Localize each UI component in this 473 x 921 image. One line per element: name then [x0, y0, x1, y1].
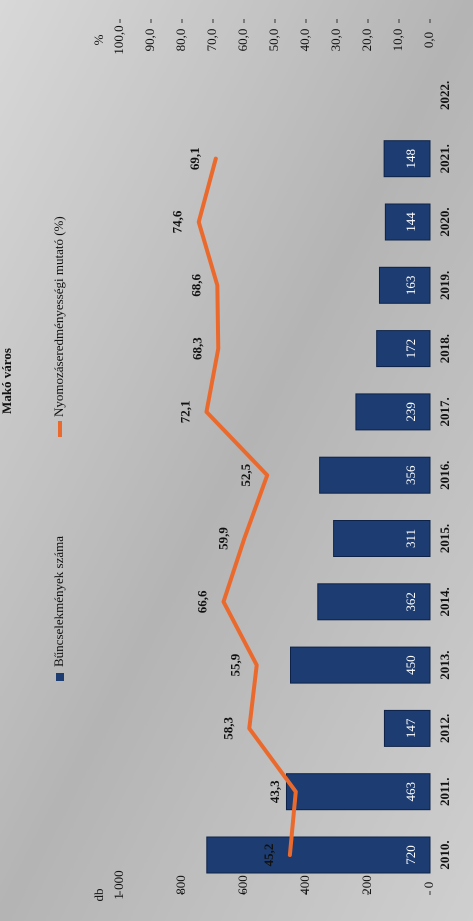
bar-value-label: 720	[403, 845, 418, 865]
bar-value-label: 311	[403, 529, 418, 548]
x-tick-label: 2019.	[437, 271, 452, 300]
x-tick-label: 2014.	[437, 587, 452, 616]
x-tick-label: 2013.	[437, 650, 452, 679]
bar	[355, 393, 431, 431]
bar	[383, 140, 431, 178]
line-value-label: 69,1	[187, 147, 202, 170]
bar-value-label: 144	[403, 212, 418, 232]
bar	[384, 203, 431, 241]
rotated-chart: Makó város db % 0 200 400 600 800 1 000 0,0 10,…	[0, 19, 452, 902]
y-axis-label: db	[91, 889, 106, 902]
x-tick-label: 2017.	[437, 397, 452, 426]
bar-value-label: 463	[403, 782, 418, 802]
y2-tick-label: 40,0	[297, 29, 312, 52]
y2-tick-label: 20,0	[359, 29, 374, 52]
bar-value-label: 163	[403, 276, 418, 296]
y2-tick-label: 60,0	[235, 29, 250, 52]
y-tick-label: 0	[421, 882, 436, 889]
bar	[206, 836, 431, 874]
line-value-label: 72,1	[177, 401, 192, 424]
line-value-label: 58,3	[220, 717, 235, 740]
bar	[319, 456, 431, 494]
x-tick-label: 2020.	[437, 207, 452, 236]
line	[196, 156, 298, 857]
bar-value-label: 450	[403, 655, 418, 675]
x-tick-label: 2010.	[437, 840, 452, 869]
y2-tick-label: 0,0	[421, 32, 436, 48]
y-tick-label: 800	[173, 875, 188, 895]
line-value-label: 68,6	[188, 273, 203, 296]
y-tick-label: 1 000	[111, 870, 126, 899]
line-value-label: 52,5	[238, 463, 253, 486]
bar-value-label: 148	[403, 149, 418, 169]
bar	[376, 330, 431, 368]
bar-value-label: 147	[403, 718, 418, 738]
y2-tick-label: 90,0	[142, 29, 157, 52]
line-value-label: 68,3	[189, 337, 204, 360]
legend-label: Nyomozáseredményességi mutató (%)	[51, 216, 66, 417]
bar-value-label: 172	[403, 339, 418, 359]
bar	[378, 266, 431, 304]
x-tick-label: 2016.	[437, 461, 452, 490]
legend-swatch	[56, 673, 64, 681]
x-tick-label: 2012.	[437, 714, 452, 743]
bar	[317, 583, 431, 621]
y-tick-label: 200	[359, 875, 374, 895]
line-value-label: 59,9	[215, 527, 230, 550]
y2-tick-label: 50,0	[266, 29, 281, 52]
bar	[285, 773, 431, 811]
x-tick-label: 2022.	[437, 81, 452, 110]
bar-value-label: 239	[403, 402, 418, 422]
x-tick-label: 2015.	[437, 524, 452, 553]
y2-tick-label: 80,0	[173, 29, 188, 52]
y2-tick-label: 100,0	[111, 25, 126, 54]
x-tick-label: 2021.	[437, 144, 452, 173]
line-value-label: 74,6	[170, 210, 185, 233]
x-tick-label: 2011.	[437, 777, 452, 806]
bar	[290, 646, 431, 684]
bar-value-label: 356	[403, 465, 418, 485]
bar	[383, 709, 431, 747]
y2-tick-label: 10,0	[390, 29, 405, 52]
y2-axis-label: %	[91, 34, 106, 45]
legend-label: Bűncselekmények száma	[51, 536, 66, 667]
line-value-label: 45,2	[261, 844, 276, 867]
y2-tick-label: 70,0	[204, 29, 219, 52]
y2-tick-label: 30,0	[328, 29, 343, 52]
line-value-label: 43,3	[267, 780, 282, 803]
y-tick-label: 400	[297, 875, 312, 895]
line-value-label: 55,9	[228, 653, 243, 676]
line-value-label: 66,6	[195, 590, 210, 613]
y-tick-label: 600	[235, 875, 250, 895]
x-tick-label: 2018.	[437, 334, 452, 363]
chart-title: Makó város	[0, 348, 14, 414]
bar	[333, 520, 431, 557]
bar-value-label: 362	[403, 592, 418, 612]
